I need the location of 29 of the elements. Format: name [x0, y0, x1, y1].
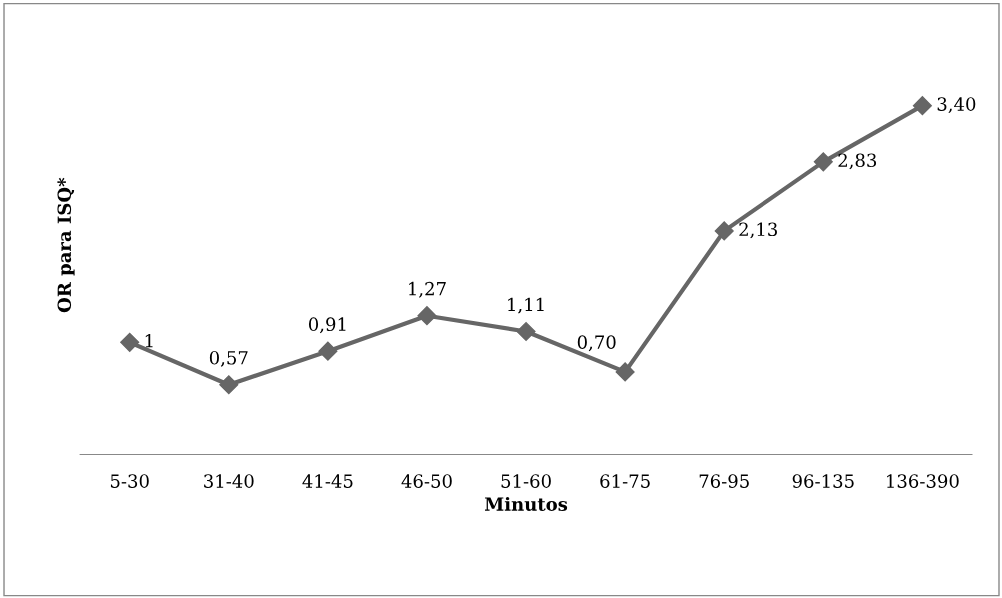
- data-label: 0,57: [209, 350, 248, 367]
- point: [417, 306, 437, 326]
- x-tick-label: 136-390: [887, 474, 959, 488]
- point: [714, 221, 734, 241]
- data-label: 1,11: [508, 297, 544, 314]
- x-tick-label: 5-30: [110, 474, 149, 488]
- point: [813, 152, 833, 172]
- data-label: 0,91: [308, 317, 346, 334]
- data-label: 2,13: [739, 222, 777, 239]
- y-axis-title: OR para ISQ*: [57, 177, 75, 313]
- data-label: 1: [145, 333, 153, 348]
- x-tick-label: 61-75: [600, 474, 650, 488]
- point: [912, 96, 932, 116]
- x-tick-label: 41-45: [302, 474, 353, 488]
- point: [120, 332, 140, 352]
- x-tick-label: 46-50: [401, 474, 452, 488]
- x-axis-title: Minutos: [484, 496, 568, 511]
- point: [219, 375, 239, 395]
- data-label: 2,83: [838, 153, 877, 170]
- x-tick-label: 51-60: [501, 474, 551, 488]
- point: [615, 362, 635, 382]
- x-tick-label: 31-40: [204, 474, 254, 488]
- data-label: 0,70: [577, 335, 616, 352]
- point: [516, 321, 536, 341]
- data-label: 3,40: [937, 97, 976, 114]
- x-tick-label: 96-135: [792, 474, 854, 488]
- x-tick-label: 76-95: [699, 474, 749, 488]
- point: [318, 341, 338, 361]
- data-label: 1,27: [409, 281, 446, 298]
